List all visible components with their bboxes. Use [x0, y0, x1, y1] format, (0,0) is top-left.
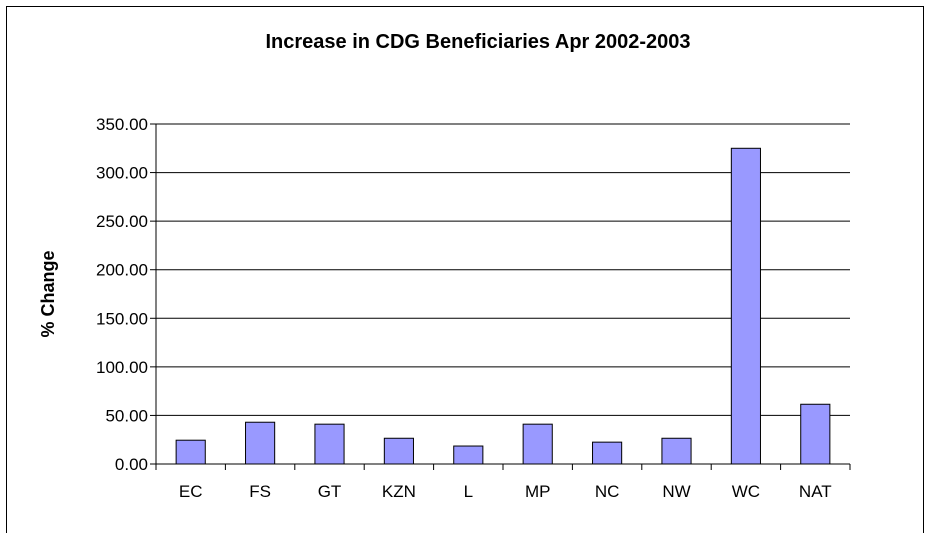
x-tick-label: FS [249, 482, 271, 501]
y-tick-label: 200.00 [96, 261, 148, 280]
x-tick-label: NAT [799, 482, 832, 501]
y-tick-label: 0.00 [115, 455, 148, 474]
bar-l [453, 445, 484, 465]
x-tick-label: NC [595, 482, 620, 501]
x-tick-labels: EC FS GT KZN L MP NC NW WC NAT [179, 482, 832, 501]
bar-ec [175, 439, 206, 465]
y-axis-title: % Change [38, 250, 58, 337]
x-tick-label: KZN [382, 482, 416, 501]
chart-title: Increase in CDG Beneficiaries Apr 2002-2… [265, 31, 690, 53]
x-tick-label: NW [662, 482, 690, 501]
bar-gt [314, 423, 345, 465]
y-tick-label: 100.00 [96, 358, 148, 377]
x-tick-label: WC [732, 482, 760, 501]
axes [150, 123, 851, 470]
x-tick-label: EC [179, 482, 203, 501]
y-tick-label: 150.00 [96, 309, 148, 328]
bars [175, 147, 831, 465]
bar-fs [245, 421, 276, 465]
bar-wc [730, 147, 761, 465]
y-tick-label: 50.00 [105, 406, 148, 425]
y-tick-label: 250.00 [96, 212, 148, 231]
x-tick-label: GT [318, 482, 342, 501]
y-tick-label: 350.00 [96, 115, 148, 134]
x-tick-label: MP [525, 482, 551, 501]
bar-nw [661, 437, 692, 465]
bar-kzn [383, 437, 414, 465]
x-tick-label: L [464, 482, 473, 501]
y-tick-labels: 0.00 50.00 100.00 150.00 200.00 250.00 300.00 3… [96, 115, 148, 474]
y-tick-label: 300.00 [96, 164, 148, 183]
bar-nat [800, 403, 831, 465]
bar-mp [522, 423, 553, 465]
bar-nc [592, 441, 623, 465]
